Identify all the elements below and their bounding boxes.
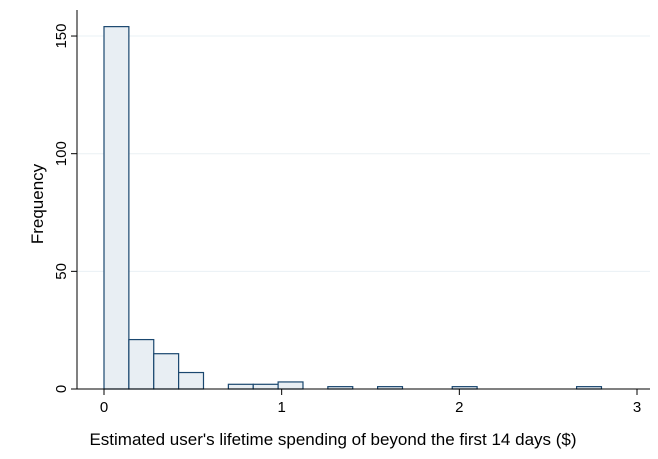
histogram-bar [277, 381, 304, 390]
histogram-bar [103, 26, 130, 390]
histogram-bar [178, 371, 205, 390]
gridlines [77, 35, 650, 272]
x-axis-title: Estimated user's lifetime spending of be… [89, 430, 576, 449]
histogram-bar [227, 383, 254, 390]
y-tick-label: 50 [53, 263, 70, 280]
y-tick-label: 150 [53, 24, 70, 49]
y-tick-label: 0 [53, 385, 70, 393]
histogram-bar [128, 338, 155, 390]
histogram-bars [103, 26, 603, 390]
x-tick-label: 0 [100, 399, 108, 416]
y-axis-ticks: 0 50 100 150 [53, 24, 77, 393]
x-tick-label: 1 [277, 399, 285, 416]
x-tick-label: 2 [455, 399, 463, 416]
y-tick-label: 100 [53, 141, 70, 166]
x-axis-ticks: 0 1 2 3 [100, 389, 641, 416]
histogram-bar [252, 383, 279, 390]
x-tick-label: 3 [633, 399, 641, 416]
histogram-bar [153, 353, 180, 390]
y-axis-title: Frequency [28, 163, 47, 244]
